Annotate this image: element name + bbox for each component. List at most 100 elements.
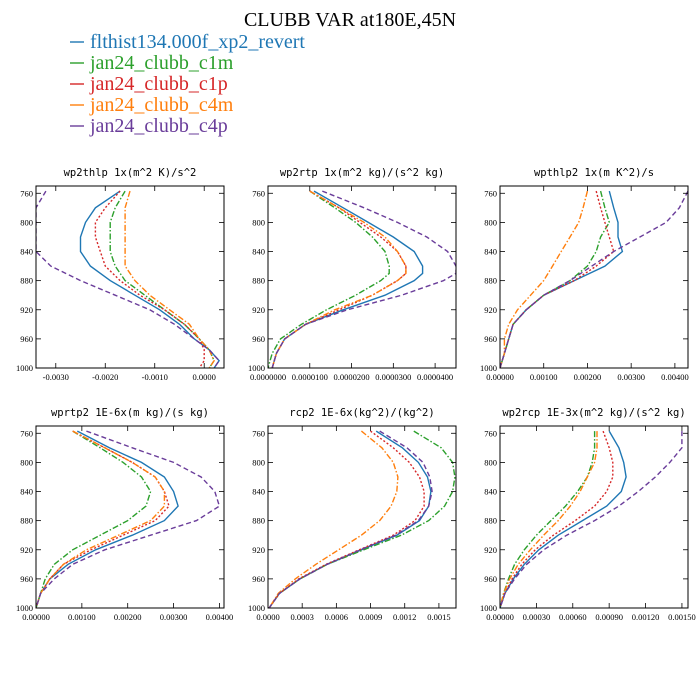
series-line-2 bbox=[500, 190, 611, 368]
x-tick-label: -0.0010 bbox=[142, 372, 168, 382]
legend-label: jan24_clubb_c1p bbox=[89, 73, 228, 95]
plot-frame bbox=[35, 425, 225, 609]
y-tick-label: 800 bbox=[484, 457, 497, 467]
series-line-5 bbox=[36, 430, 221, 608]
series-line-2 bbox=[268, 190, 390, 368]
y-tick-label: 920 bbox=[484, 305, 497, 315]
y-tick-label: 920 bbox=[20, 305, 33, 315]
x-tick-label: 0.00200 bbox=[574, 372, 602, 382]
y-tick-label: 960 bbox=[20, 334, 33, 344]
legend-entry: jan24_clubb_c1m bbox=[70, 52, 234, 74]
y-tick-label: 1000 bbox=[480, 363, 497, 373]
y-tick-label: 960 bbox=[20, 574, 33, 584]
panel-title: wpthlp2 1x(m K^2)/s bbox=[534, 167, 654, 179]
panel-1: wp2thlp 1x(m^2 K)/s^2 760 800 840 880 920 960 1… bbox=[16, 167, 225, 382]
x-tick-label: 0.00000 bbox=[486, 612, 514, 622]
y-tick-label: 880 bbox=[252, 276, 265, 286]
y-tick-label: 760 bbox=[484, 188, 497, 198]
y-tick-label: 880 bbox=[484, 516, 497, 526]
series-line-2 bbox=[500, 431, 596, 608]
series-group bbox=[36, 190, 220, 368]
y-tick-label: 960 bbox=[484, 574, 497, 584]
x-tick-label: 0.0000200 bbox=[333, 372, 369, 382]
y-tick-label: 960 bbox=[252, 574, 265, 584]
y-tick-label: 840 bbox=[252, 247, 265, 257]
y-tick-label: 920 bbox=[484, 545, 497, 555]
panel-6: wp2rcp 1E-3x(m^2 kg)/(s^2 kg) 760 800 840 88… bbox=[480, 407, 696, 622]
series-line-5 bbox=[500, 190, 688, 368]
y-tick-label: 760 bbox=[484, 428, 497, 438]
series-line-5 bbox=[36, 190, 220, 368]
series-line-1 bbox=[271, 190, 424, 368]
series-line-1 bbox=[500, 430, 627, 608]
plot-frame bbox=[35, 185, 225, 369]
x-tick-label: 0.00400 bbox=[206, 612, 234, 622]
series-group bbox=[268, 190, 456, 368]
legend-label: jan24_clubb_c4p bbox=[89, 115, 228, 137]
x-tick-label: 0.00150 bbox=[668, 612, 696, 622]
y-tick-label: 920 bbox=[252, 545, 265, 555]
panel-title: wp2rcp 1E-3x(m^2 kg)/(s^2 kg) bbox=[502, 407, 685, 419]
series-line-3 bbox=[500, 190, 615, 368]
panel-grid: wp2thlp 1x(m^2 K)/s^2 760 800 840 880 920 960 1… bbox=[16, 167, 696, 622]
x-tick-label: 0.0012 bbox=[393, 612, 416, 622]
legend-entry: jan24_clubb_c4p bbox=[70, 115, 228, 137]
x-tick-label: 0.00060 bbox=[559, 612, 587, 622]
x-tick-label: 0.0003 bbox=[290, 612, 313, 622]
plot-frame bbox=[267, 425, 457, 609]
y-tick-label: 960 bbox=[252, 334, 265, 344]
series-group bbox=[268, 430, 456, 608]
y-tick-label: 800 bbox=[20, 457, 33, 467]
x-tick-label: 0.0000300 bbox=[375, 372, 411, 382]
y-tick-label: 840 bbox=[20, 487, 33, 497]
x-tick-label: 0.00100 bbox=[530, 372, 558, 382]
panel-2: wp2rtp 1x(m^2 kg)/(s^2 kg) 760 800 840 880 92… bbox=[248, 167, 457, 382]
panel-4: wprtp2 1E-6x(m kg)/(s kg) 760 800 840 880 920… bbox=[16, 407, 233, 622]
series-group bbox=[36, 430, 221, 608]
series-line-5 bbox=[500, 431, 683, 608]
series-line-5 bbox=[271, 190, 456, 368]
x-tick-label: 0.0000100 bbox=[292, 372, 328, 382]
series-group bbox=[500, 190, 688, 368]
y-tick-label: 800 bbox=[484, 217, 497, 227]
y-tick-label: 840 bbox=[252, 487, 265, 497]
x-tick-label: 0.00300 bbox=[617, 372, 645, 382]
y-tick-label: 800 bbox=[252, 217, 265, 227]
plot-frame bbox=[499, 425, 689, 609]
y-tick-label: 880 bbox=[484, 276, 497, 286]
x-tick-label: 0.0000 bbox=[193, 372, 216, 382]
panel-title: wp2rtp 1x(m^2 kg)/(s^2 kg) bbox=[280, 167, 444, 179]
panel-title: wprtp2 1E-6x(m kg)/(s kg) bbox=[51, 407, 209, 419]
y-tick-label: 1000 bbox=[16, 603, 33, 613]
series-line-3 bbox=[36, 430, 170, 608]
panel-title: wp2thlp 1x(m^2 K)/s^2 bbox=[64, 167, 197, 179]
series-group bbox=[500, 430, 683, 608]
series-line-4 bbox=[500, 190, 589, 368]
series-line-2 bbox=[36, 430, 152, 608]
y-tick-label: 840 bbox=[484, 487, 497, 497]
panel-3: wpthlp2 1x(m K^2)/s 760 800 840 880 920 960 100… bbox=[480, 167, 689, 382]
x-tick-label: 0.00400 bbox=[661, 372, 689, 382]
y-tick-label: 760 bbox=[20, 428, 33, 438]
plot-frame bbox=[499, 185, 689, 369]
y-tick-label: 840 bbox=[20, 247, 33, 257]
legend: flthist134.000f_xp2_revertjan24_clubb_c1… bbox=[70, 31, 305, 137]
y-tick-label: 880 bbox=[20, 516, 33, 526]
series-line-5 bbox=[268, 430, 433, 608]
y-tick-label: 960 bbox=[484, 334, 497, 344]
legend-entry: flthist134.000f_xp2_revert bbox=[70, 31, 305, 53]
plot-frame bbox=[267, 185, 457, 369]
legend-entry: jan24_clubb_c1p bbox=[70, 73, 228, 95]
x-tick-label: 0.00200 bbox=[114, 612, 142, 622]
series-line-4 bbox=[124, 190, 215, 368]
x-tick-label: -0.0020 bbox=[92, 372, 118, 382]
x-tick-label: 0.0000 bbox=[256, 612, 279, 622]
y-tick-label: 1000 bbox=[480, 603, 497, 613]
x-tick-label: 0.00100 bbox=[68, 612, 96, 622]
y-tick-label: 840 bbox=[484, 247, 497, 257]
y-tick-label: 920 bbox=[20, 545, 33, 555]
x-tick-label: 0.00030 bbox=[523, 612, 551, 622]
x-tick-label: 0.00000 bbox=[22, 612, 50, 622]
y-tick-label: 800 bbox=[252, 457, 265, 467]
